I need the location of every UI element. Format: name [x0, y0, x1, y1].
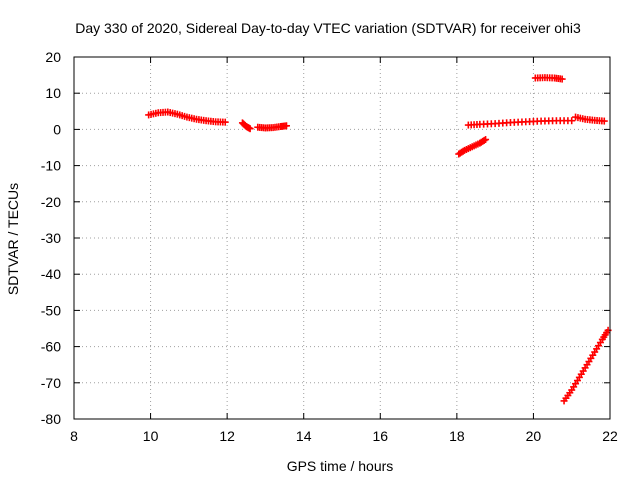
- chart-title: Day 330 of 2020, Sidereal Day-to-day VTE…: [75, 20, 581, 36]
- data-series-arc-5: [464, 117, 576, 129]
- y-axis-label: SDTVAR / TECUs: [5, 183, 21, 295]
- x-tick-label: 14: [296, 428, 312, 444]
- x-tick-label: 20: [526, 428, 542, 444]
- data-series-arc-7: [572, 113, 608, 125]
- data-series-arc-4: [455, 136, 490, 158]
- x-axis-label: GPS time / hours: [287, 458, 394, 474]
- data-series-arc-3: [254, 122, 290, 132]
- data-series-arc-6: [531, 74, 566, 83]
- x-tick-label: 10: [143, 428, 159, 444]
- data-series-arc-8: [560, 326, 612, 405]
- axes: 8 10 12 14 16 18 20 22 20 10 0 -10 -20 -30 -40 -50 -60 -7…: [41, 49, 618, 444]
- x-tick-label: 22: [602, 428, 618, 444]
- data-point: [482, 136, 490, 144]
- data-point: [246, 125, 254, 133]
- y-tick-label: -30: [41, 230, 61, 246]
- y-tick-label: 0: [53, 121, 61, 137]
- data-point: [282, 122, 290, 130]
- data-point: [568, 117, 576, 125]
- y-tick-label: -80: [41, 411, 61, 427]
- plot-area: [145, 74, 612, 405]
- grid: [74, 57, 610, 419]
- x-tick-label: 12: [219, 428, 235, 444]
- y-tick-label: -60: [41, 339, 61, 355]
- y-tick-label: -20: [41, 194, 61, 210]
- y-tick-label: -10: [41, 158, 61, 174]
- data-point: [558, 75, 566, 83]
- data-point: [221, 118, 229, 126]
- data-point: [600, 117, 608, 125]
- y-tick-label: 10: [45, 85, 61, 101]
- data-point: [480, 136, 488, 144]
- data-series-arc-1: [145, 108, 229, 126]
- y-tick-label: 20: [45, 49, 61, 65]
- x-tick-label: 16: [372, 428, 388, 444]
- y-tick-label: -40: [41, 266, 61, 282]
- x-tick-label: 8: [70, 428, 78, 444]
- y-tick-label: -50: [41, 302, 61, 318]
- data-series-arc-2: [238, 119, 254, 133]
- x-tick-label: 18: [449, 428, 465, 444]
- y-tick-label: -70: [41, 375, 61, 391]
